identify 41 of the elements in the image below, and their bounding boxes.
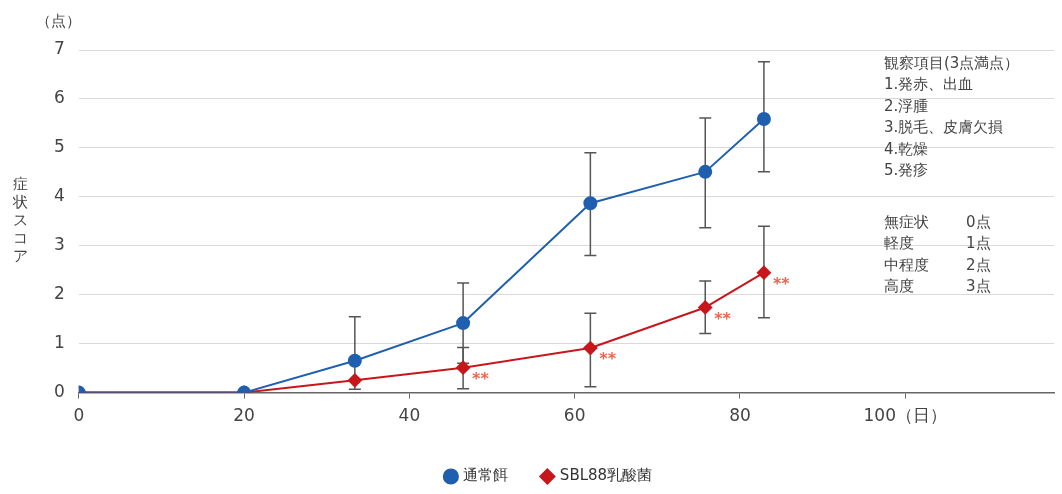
annotation: 2点 [966,255,991,274]
point [347,373,362,388]
x-tick-label: 60 [563,405,586,426]
legend-label: 通常餌 [463,466,509,485]
y-tick-label: 2 [53,283,65,304]
point [698,164,713,179]
x-tick-label: 100（日） [863,405,947,426]
annotation: 高度 [884,277,914,296]
annotation: 無症状 [884,212,929,231]
x-tick-label: 0 [73,405,85,426]
y-tick-label: 0 [53,381,65,402]
legend-label: SBL88乳酸菌 [559,466,653,485]
annotation: 観察項目(3点満点） 1.発赤、出血 2.浮腫 3.脱毛、皮膚欠損 4.乾燥 5.発疹 [884,53,1020,180]
point [756,112,771,127]
point [456,316,471,331]
text: （点） [35,11,81,30]
point [347,353,362,368]
point [698,300,713,315]
annotation: ** [714,308,732,328]
y-tick-label: 4 [53,185,65,206]
annotation: 軽度 [884,234,914,253]
annotation: ** [772,273,791,293]
y-tick-label: 1 [53,332,65,353]
annotation: ** [599,349,617,369]
annotation: 1点 [966,234,991,253]
point [583,341,598,356]
annotation: ** [472,368,490,388]
y-tick-label: 6 [53,87,65,108]
annotation: 3点 [966,277,991,296]
point [456,360,471,375]
y-tick-label: 3 [53,234,65,255]
annotation: 中程度 [884,255,929,274]
point [756,265,771,280]
x-tick-label: 80 [729,405,751,426]
point [583,196,598,211]
y-tick-label: 7 [53,38,65,59]
annotation: 0点 [966,212,991,231]
y-tick-label: 5 [53,136,65,157]
x-tick-label: 40 [398,405,421,426]
y-axis-title: 症状スコア [11,175,28,266]
x-tick-label: 20 [233,405,255,426]
